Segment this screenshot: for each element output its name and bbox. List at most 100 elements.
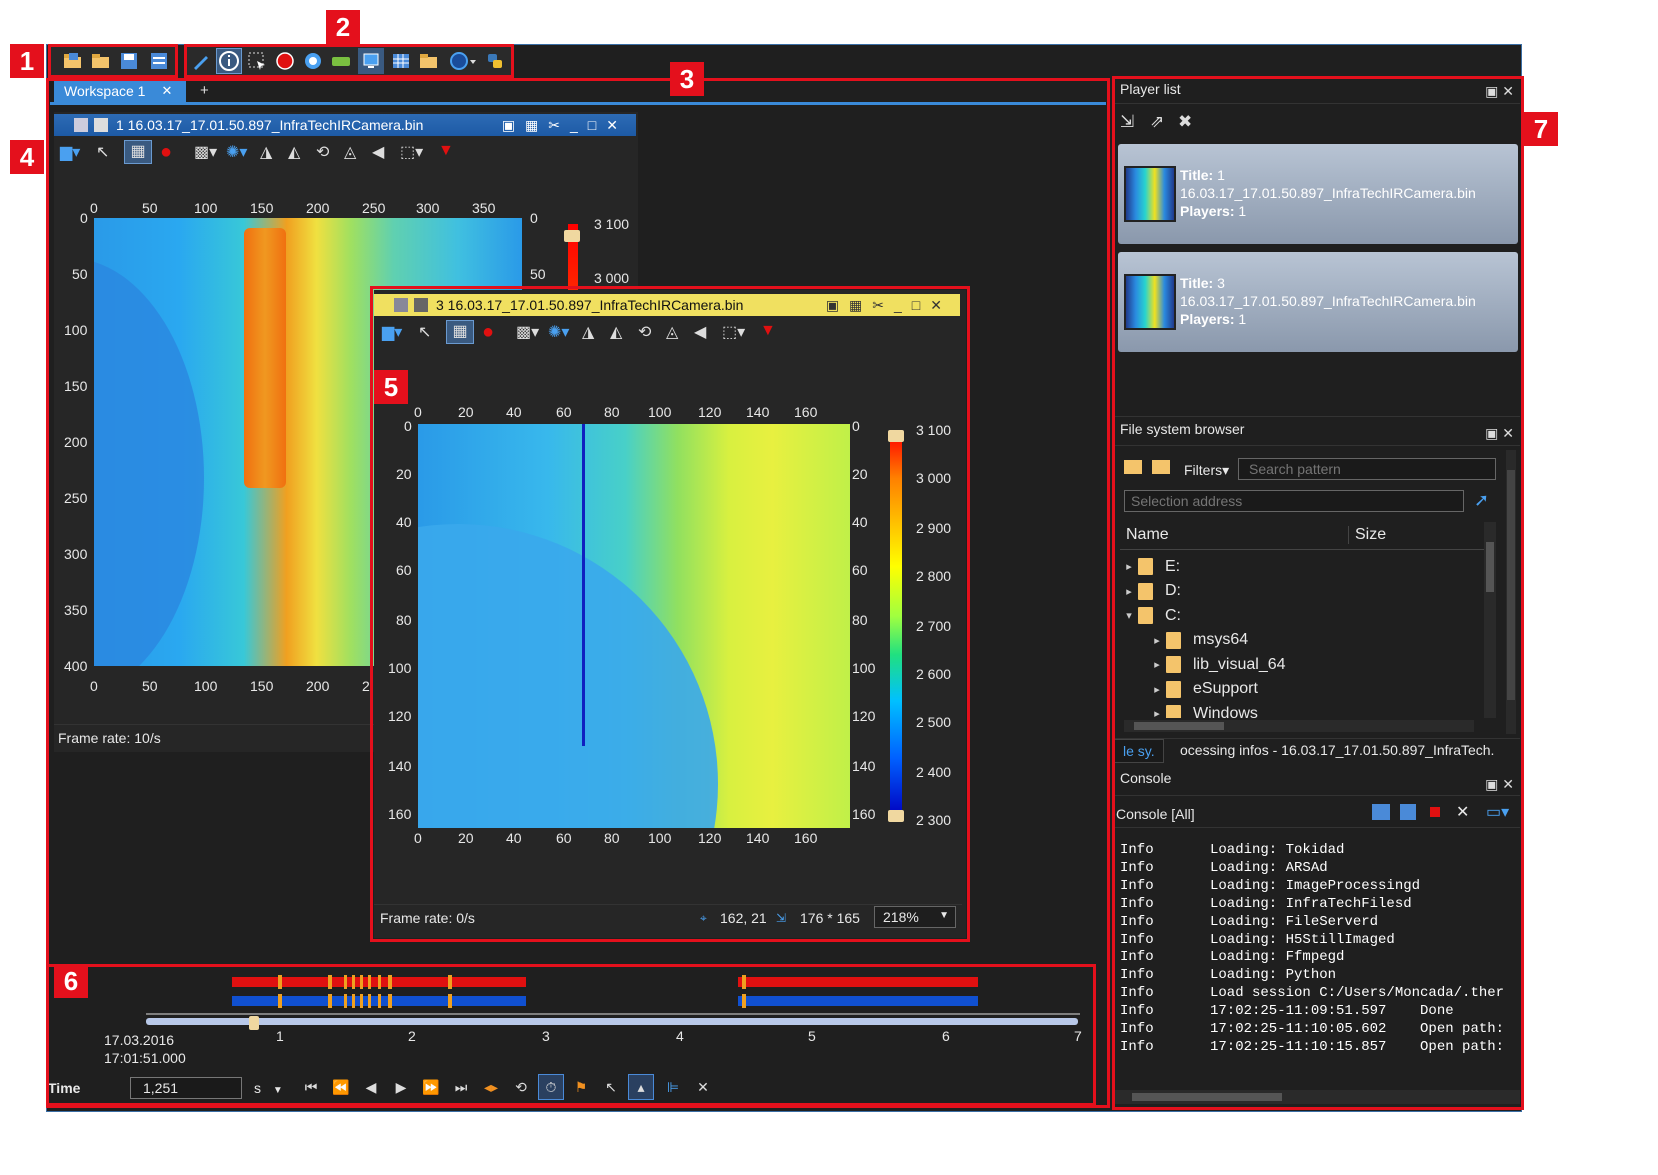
- python-icon[interactable]: [482, 48, 508, 74]
- timeline-scrubber[interactable]: [146, 1018, 1078, 1025]
- console-scrollbar[interactable]: [1114, 1090, 1520, 1104]
- player-card[interactable]: Title: 3 16.03.17_17.01.50.897_InfraTech…: [1118, 252, 1518, 352]
- flip-icon[interactable]: ◮: [582, 324, 595, 341]
- monitor-icon[interactable]: [358, 48, 384, 74]
- export-icon[interactable]: ⇗: [1150, 112, 1165, 131]
- add-tab-button[interactable]: +: [200, 82, 209, 99]
- open-file-icon[interactable]: [1124, 460, 1142, 474]
- filters-button[interactable]: Filters▾: [1184, 462, 1230, 478]
- play-icon[interactable]: ▶: [395, 1078, 407, 1095]
- save-icon[interactable]: [1400, 804, 1416, 820]
- tree-item[interactable]: ▸ D:: [1120, 579, 1181, 604]
- record-icon[interactable]: [272, 48, 298, 74]
- palette-icon[interactable]: ▼: [438, 142, 454, 159]
- tree-item[interactable]: ▸ E:: [1120, 554, 1180, 579]
- display-dropdown-icon[interactable]: ▭▾: [1486, 804, 1510, 821]
- collapse-icon[interactable]: ▴: [628, 1074, 654, 1100]
- expand-arrow-icon[interactable]: ▸: [1154, 634, 1160, 647]
- panel-scrollbar[interactable]: [1506, 450, 1516, 734]
- loop-icon[interactable]: ⟲: [515, 1078, 527, 1095]
- settings-dropdown-icon[interactable]: ✺▾: [548, 324, 570, 341]
- stopwatch-icon[interactable]: ⏱: [538, 1074, 564, 1100]
- layers-icon[interactable]: ▩▾: [194, 144, 218, 161]
- camera-icon[interactable]: [448, 48, 478, 74]
- save-dropdown-icon[interactable]: ▆▾: [60, 144, 81, 161]
- tab-file-system[interactable]: le sy.: [1114, 739, 1164, 763]
- name-column-header[interactable]: Name: [1126, 526, 1169, 543]
- clear-icon[interactable]: ✕: [1456, 804, 1470, 821]
- tab-processing-infos[interactable]: ocessing infos - 16.03.17_17.01.50.897_I…: [1180, 742, 1495, 758]
- size-column-header[interactable]: Size: [1348, 526, 1386, 544]
- arrow-left-icon[interactable]: ◀: [694, 324, 707, 341]
- expand-arrow-icon[interactable]: ▸: [1154, 659, 1160, 671]
- align-icon[interactable]: ⊫: [666, 1078, 680, 1095]
- tree-item[interactable]: ▸ Windows: [1120, 701, 1258, 718]
- player-3-image[interactable]: [418, 424, 850, 828]
- colorbar-bottom-handle[interactable]: [888, 810, 904, 822]
- flip-icon[interactable]: ◮: [260, 144, 273, 161]
- expand-arrow-icon[interactable]: ▸: [1154, 708, 1160, 718]
- palette-icon[interactable]: ▼: [760, 322, 776, 339]
- rotate-icon[interactable]: ⟲: [638, 324, 652, 341]
- mirror-icon[interactable]: ◭: [610, 324, 623, 341]
- zoom-select[interactable]: 218% ▼: [874, 906, 956, 928]
- flip-vertical-icon[interactable]: ◬: [344, 144, 357, 161]
- pointer-select-icon[interactable]: ↖: [605, 1078, 617, 1095]
- pencil-icon[interactable]: [188, 48, 214, 74]
- record-icon[interactable]: ●: [482, 321, 495, 343]
- rotate-icon[interactable]: ⟲: [316, 144, 330, 161]
- battery-icon[interactable]: [328, 48, 354, 74]
- expand-arrow-icon[interactable]: ▸: [1126, 585, 1132, 598]
- folder-icon[interactable]: [416, 48, 442, 74]
- player-card[interactable]: Title: 1 16.03.17_17.01.50.897_InfraTech…: [1118, 144, 1518, 244]
- search-input[interactable]: [1238, 458, 1496, 480]
- dock-controls[interactable]: ▣ ✕: [1485, 776, 1514, 792]
- tree-item[interactable]: ▸ eSupport: [1120, 677, 1258, 702]
- go-icon[interactable]: ➚: [1474, 490, 1490, 510]
- console-filter-label[interactable]: Console [All]: [1116, 806, 1195, 822]
- record-icon[interactable]: ●: [160, 141, 173, 163]
- expand-arrow-icon[interactable]: ▸: [1126, 561, 1132, 573]
- info-icon[interactable]: [216, 48, 242, 74]
- open-folder-icon[interactable]: [88, 48, 114, 74]
- roi-icon[interactable]: ⬚▾: [722, 324, 746, 341]
- grid-icon[interactable]: [388, 48, 414, 74]
- expand-arrow-icon[interactable]: ▾: [1126, 610, 1132, 622]
- grid-select-icon[interactable]: ▦: [446, 320, 474, 344]
- tree-item[interactable]: ▸ msys64: [1120, 628, 1248, 653]
- colorbar-top-handle[interactable]: [888, 430, 904, 442]
- close-icon[interactable]: ✕: [697, 1078, 709, 1095]
- timeline-handle[interactable]: [248, 1016, 259, 1030]
- roi-icon[interactable]: ⬚▾: [400, 144, 424, 161]
- settings-dropdown-icon[interactable]: ✺▾: [226, 144, 248, 161]
- pointer-icon[interactable]: ↖: [96, 144, 110, 161]
- address-input[interactable]: [1124, 490, 1464, 512]
- time-input[interactable]: 1,251: [130, 1077, 242, 1099]
- mirror-icon[interactable]: ◭: [288, 144, 301, 161]
- tree-scrollbar-horizontal[interactable]: [1124, 720, 1474, 732]
- stop-icon[interactable]: [1430, 807, 1440, 817]
- player-3-titlebar[interactable]: 3 16.03.17_17.01.50.897_InfraTechIRCamer…: [374, 294, 960, 316]
- close-tab-icon[interactable]: ✕: [161, 83, 173, 98]
- save-icon[interactable]: [116, 48, 142, 74]
- tab-workspace-1[interactable]: Workspace 1 ✕: [54, 79, 186, 103]
- expand-arrow-icon[interactable]: ▸: [1154, 683, 1160, 696]
- unit-select[interactable]: s ▼: [254, 1080, 283, 1096]
- fast-rewind-icon[interactable]: ⏪: [332, 1078, 350, 1095]
- settings-icon[interactable]: [300, 48, 326, 74]
- dock-controls[interactable]: ▣ ✕: [1485, 425, 1514, 441]
- arrow-left-icon[interactable]: ◀: [372, 144, 385, 161]
- tree-item[interactable]: ▸ lib_visual_64: [1120, 652, 1286, 677]
- save-dropdown-icon[interactable]: ▆▾: [382, 324, 403, 341]
- marker-icon[interactable]: ⚑: [574, 1078, 588, 1095]
- layout-icon[interactable]: [146, 48, 172, 74]
- copy-icon[interactable]: [1372, 804, 1390, 820]
- flip-vertical-icon[interactable]: ◬: [666, 324, 679, 341]
- grid-select-icon[interactable]: ▦: [124, 140, 152, 164]
- layers-icon[interactable]: ▩▾: [516, 324, 540, 341]
- fast-forward-icon[interactable]: ⏩: [422, 1078, 440, 1095]
- step-back-icon[interactable]: ◀: [365, 1078, 377, 1095]
- open-file-icon[interactable]: [60, 48, 86, 74]
- player-1-titlebar[interactable]: 1 16.03.17_17.01.50.897_InfraTechIRCamer…: [54, 114, 636, 136]
- open-folder-icon[interactable]: [1152, 460, 1170, 474]
